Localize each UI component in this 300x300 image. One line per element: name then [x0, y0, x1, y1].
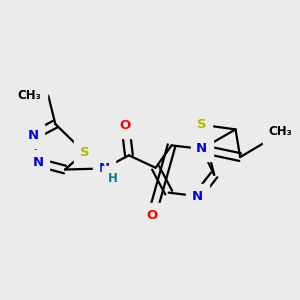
Text: O: O: [120, 119, 131, 132]
Text: N: N: [33, 156, 44, 169]
Text: N: N: [196, 142, 207, 155]
Text: S: S: [197, 118, 207, 131]
Text: N: N: [27, 129, 38, 142]
Text: O: O: [146, 208, 158, 221]
Text: CH₃: CH₃: [268, 125, 292, 138]
Text: H: H: [108, 172, 118, 184]
Text: S: S: [80, 146, 89, 159]
Text: CH₃: CH₃: [17, 89, 41, 102]
Text: N: N: [192, 190, 203, 203]
Text: N: N: [98, 162, 110, 175]
